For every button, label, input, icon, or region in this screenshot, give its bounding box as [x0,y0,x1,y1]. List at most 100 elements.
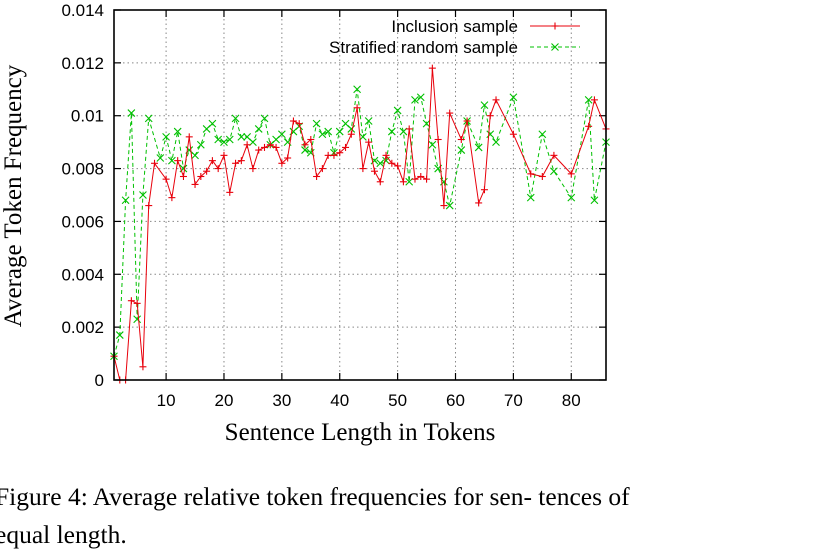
data-point [370,167,378,175]
data-point [486,112,494,120]
data-point [225,135,234,144]
data-point [144,114,153,123]
legend-item: Stratified random sample [329,38,580,57]
data-point [463,117,471,125]
legend-label: Stratified random sample [329,38,518,57]
x-tick-label: 10 [157,391,176,410]
data-point [509,130,517,138]
data-point [127,297,135,305]
data-point [301,146,309,154]
x-tick-label: 20 [215,391,234,410]
data-point [538,130,547,139]
data-point [376,159,385,168]
x-tick-label: 40 [330,391,349,410]
x-tick-label: 60 [446,391,465,410]
data-point [139,363,147,371]
series-inclusion-sample [110,64,610,384]
data-point [342,143,350,151]
data-point [255,146,263,154]
data-point [365,138,373,146]
data-point [226,188,234,196]
data-point [359,165,367,173]
data-point [567,193,576,202]
data-point [423,175,431,183]
data-point [168,194,176,202]
data-point [387,127,396,136]
legend-item: Inclusion sample [391,17,580,36]
data-point [318,165,326,173]
data-point [550,167,558,176]
data-point [295,120,303,128]
data-point [382,151,390,159]
data-point [307,136,315,143]
data-point [376,178,384,186]
series-stratified-random-sample [110,85,610,361]
data-point [191,151,199,160]
data-point [474,143,483,152]
grid-lines [114,10,606,380]
data-point [486,130,495,139]
data-point [208,119,217,128]
data-point [277,130,286,139]
data-point [388,159,396,167]
data-point [475,199,483,207]
data-point [550,151,558,159]
data-point [237,132,246,141]
data-point [416,93,425,102]
data-point [480,101,489,110]
data-point [590,196,599,205]
y-axis-label: Average Token Frequency [0,64,27,327]
x-tick-label: 70 [504,391,523,410]
data-point [318,130,327,139]
data-point [197,173,205,180]
data-point [185,133,193,141]
data-point [434,136,442,143]
data-point [364,117,373,125]
data-point [272,143,280,151]
data-point [289,117,297,125]
data-point [347,125,356,133]
data-point [324,127,333,136]
data-point [492,138,500,147]
y-tick-label: 0.004 [61,265,104,284]
data-point [260,143,268,151]
series-line [113,89,607,357]
data-point [457,136,465,143]
data-point [260,114,269,123]
x-tick-label: 80 [562,391,581,410]
data-point [214,135,223,144]
data-point [220,151,228,159]
data-point [208,157,216,165]
data-point [139,191,147,199]
data-point [179,173,187,180]
data-point [445,201,454,210]
data-point [115,331,124,339]
data-point [133,315,142,324]
data-point [526,193,535,202]
legend-marker [551,43,559,51]
figure-caption: Figure 4: Average relative token frequen… [0,482,630,549]
data-point [336,149,344,157]
y-tick-label: 0.012 [61,54,104,73]
data-point [301,141,309,149]
data-point [214,165,222,173]
x-tick-label: 50 [388,391,407,410]
data-point [492,96,500,104]
data-point [203,167,211,175]
data-point [428,64,436,72]
data-point [353,85,361,94]
y-tick-label: 0.01 [71,107,104,126]
line-chart: 0 0.002 0.004 0.006 0.008 0.01 0.012 0.014 10 20 3… [0,1,610,446]
data-point [173,127,182,136]
data-point [393,106,402,115]
data-point [428,140,437,149]
data-point [312,119,321,128]
data-point [411,95,419,104]
data-point [527,170,535,178]
data-point [446,109,454,117]
data-point [509,93,518,102]
data-point [585,122,593,130]
data-point [335,127,344,136]
data-point [237,157,245,165]
data-point [411,175,419,183]
